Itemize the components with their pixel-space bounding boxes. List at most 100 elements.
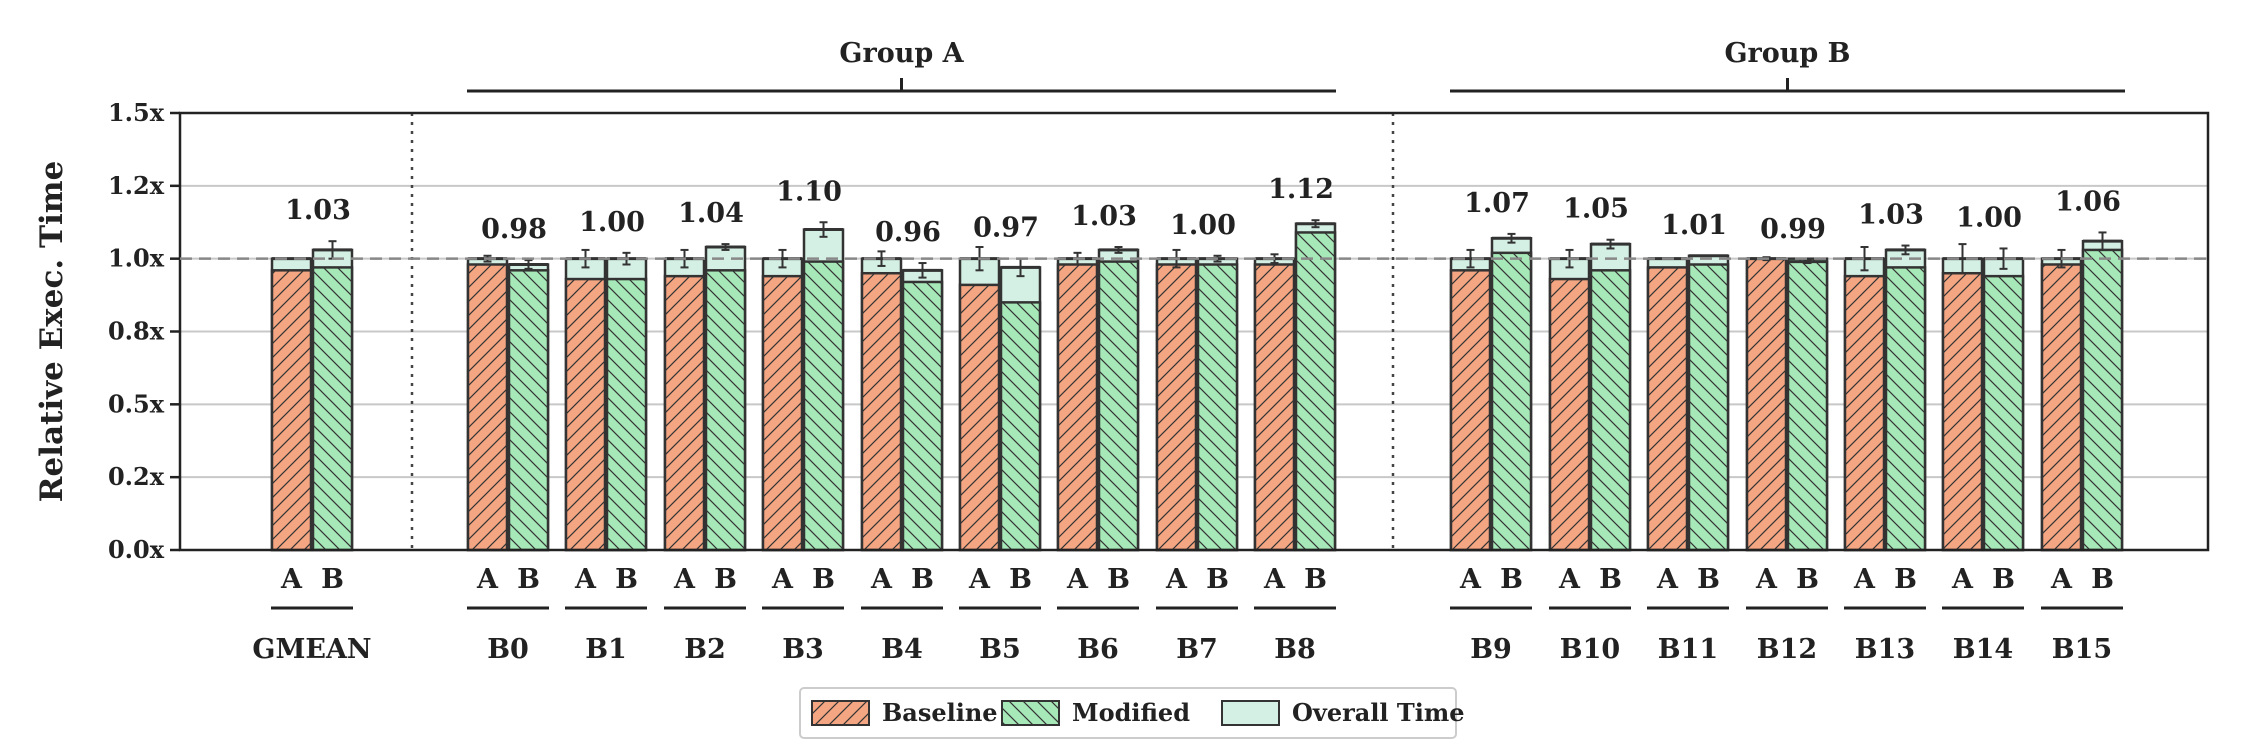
- value-annotation: 1.03: [285, 195, 351, 226]
- y-tick-label: 0.2x: [108, 462, 165, 491]
- bar-B3-A: [761, 248, 804, 552]
- value-bar-hatch: [468, 264, 507, 550]
- value-bar-hatch: [1451, 270, 1490, 550]
- value-annotation: 1.00: [1170, 210, 1236, 241]
- value-bar-hatch: [272, 270, 311, 550]
- legend: Baseline Modified Overall Time: [799, 687, 1465, 739]
- category-label: B15: [2052, 634, 2112, 665]
- bar-B8-B: [1294, 219, 1337, 552]
- value-bar-hatch: [1591, 270, 1630, 550]
- value-annotation: 1.06: [2055, 186, 2121, 217]
- value-annotation: 0.97: [973, 213, 1039, 244]
- bar-GMEAN-A: [270, 257, 313, 552]
- value-bar-hatch: [1845, 276, 1884, 550]
- value-bar-hatch: [1198, 264, 1237, 550]
- bar-letter-label: B: [1206, 564, 1229, 595]
- value-bar-hatch: [1984, 276, 2023, 550]
- value-bar-hatch: [1550, 279, 1589, 550]
- legend-label: Baseline: [882, 698, 998, 727]
- bar-letter-label: A: [1066, 564, 1089, 595]
- category-label: B5: [979, 634, 1021, 665]
- category-label: B3: [782, 634, 824, 665]
- value-annotation: 1.05: [1563, 194, 1629, 225]
- bar-B8-A: [1253, 253, 1296, 552]
- value-bar-hatch: [1492, 252, 1531, 550]
- category-label: B12: [1757, 634, 1817, 665]
- bar-B0-A: [466, 254, 509, 552]
- bar-B10-B: [1589, 238, 1632, 552]
- bar-letter-label: A: [574, 564, 597, 595]
- y-tick-label: 0.0x: [108, 535, 165, 564]
- bar-B4-A: [860, 250, 903, 552]
- bar-letter-label: B: [615, 564, 638, 595]
- value-bar-hatch: [1296, 232, 1335, 551]
- bar-B13-A: [1843, 246, 1886, 552]
- category-label: B14: [1953, 634, 2013, 665]
- bar-letter-label: B: [1500, 564, 1523, 595]
- bar-B10-A: [1548, 248, 1591, 552]
- category-label: B13: [1855, 634, 1915, 665]
- bar-letter-label: A: [2050, 564, 2073, 595]
- value-annotation: 0.96: [875, 217, 941, 248]
- bar-B1-B: [605, 251, 648, 552]
- bar-letter-label: A: [1558, 564, 1581, 595]
- category-label: B9: [1470, 634, 1512, 665]
- y-tick-label: 1.0x: [108, 244, 165, 273]
- category-label: B1: [585, 634, 627, 665]
- value-bar-hatch: [1058, 264, 1097, 550]
- bar-letter-label: B: [321, 564, 344, 595]
- bar-B1-A: [564, 248, 607, 552]
- bars-layer: [270, 219, 2124, 552]
- category-label: B8: [1274, 634, 1316, 665]
- bar-letter-label: A: [968, 564, 991, 595]
- bar-B14-A: [1941, 243, 1984, 552]
- bar-B4-B: [901, 262, 944, 552]
- value-bar-hatch: [1001, 302, 1040, 550]
- category-label: B10: [1560, 634, 1620, 665]
- bar-B14-B: [1982, 247, 2025, 552]
- bar-letter-label: B: [1697, 564, 1720, 595]
- bar-B0-B: [507, 259, 550, 552]
- bar-letter-label: B: [1796, 564, 1819, 595]
- bar-letter-label: A: [476, 564, 499, 595]
- value-annotation: 1.03: [1071, 201, 1137, 232]
- legend-entry: Overall Time: [1221, 698, 1465, 727]
- value-annotation: 1.03: [1858, 200, 1924, 231]
- value-annotation: 1.04: [678, 198, 744, 229]
- value-bar-hatch: [763, 276, 802, 550]
- bar-letter-label: A: [280, 564, 303, 595]
- legend-swatch: [1221, 700, 1280, 726]
- bar-B2-B: [704, 243, 747, 552]
- value-bar-hatch: [1943, 273, 1982, 550]
- category-label: B4: [881, 634, 923, 665]
- value-bar-hatch: [1255, 264, 1294, 550]
- value-annotation: 1.00: [1956, 202, 2022, 233]
- value-bar-hatch: [804, 261, 843, 550]
- legend-box: [799, 687, 1457, 739]
- category-label: B6: [1077, 634, 1119, 665]
- group-label: Group A: [839, 38, 964, 69]
- bar-B15-A: [2040, 248, 2083, 552]
- value-bar-hatch: [566, 279, 605, 550]
- bar-letter-label: B: [517, 564, 540, 595]
- bar-letter-label: A: [1263, 564, 1286, 595]
- bar-letter-label: A: [870, 564, 893, 595]
- y-axis-label: Relative Exec. Time: [34, 161, 70, 503]
- bar-B15-B: [2081, 231, 2124, 552]
- bar-B11-A: [1646, 257, 1689, 552]
- bar-B7-B: [1196, 254, 1239, 552]
- category-label: B2: [684, 634, 726, 665]
- value-bar-hatch: [1648, 267, 1687, 550]
- value-bar-hatch: [862, 273, 901, 550]
- bar-B7-A: [1155, 248, 1198, 552]
- bar-B2-A: [663, 248, 706, 552]
- bar-B6-B: [1097, 246, 1140, 552]
- bar-letter-label: B: [2091, 564, 2114, 595]
- value-bar-hatch: [1788, 258, 1827, 550]
- bar-letter-label: A: [771, 564, 794, 595]
- bar-letter-label: A: [1656, 564, 1679, 595]
- value-bar-hatch: [2042, 264, 2081, 550]
- y-tick-label: 1.5x: [108, 98, 165, 127]
- bar-B5-A: [958, 246, 1001, 552]
